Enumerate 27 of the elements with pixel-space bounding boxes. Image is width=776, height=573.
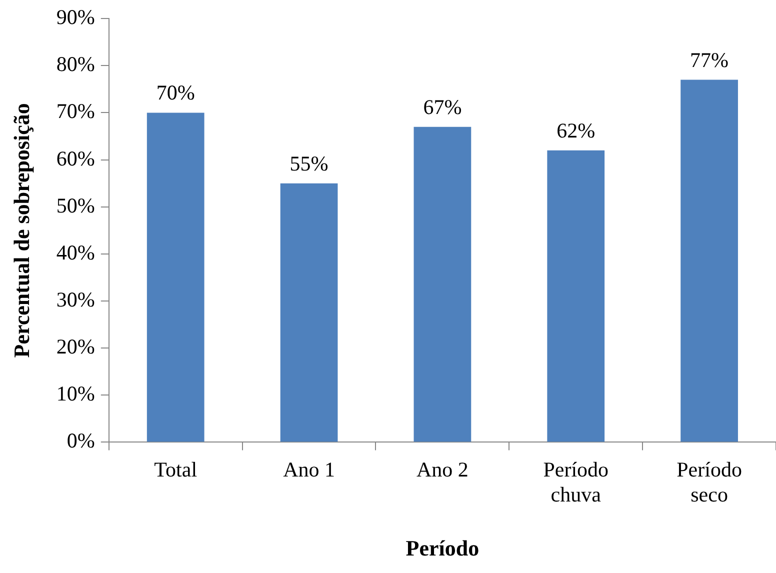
y-tick-label: 0% (66, 428, 95, 453)
bar (280, 183, 338, 442)
y-tick-label: 90% (56, 5, 95, 30)
y-tick-label: 30% (56, 288, 95, 312)
x-tick-label: Período seco (676, 457, 742, 507)
data-label: 62% (556, 118, 596, 142)
x-tick-label: Ano 2 (416, 457, 468, 482)
y-tick-label: 80% (56, 52, 95, 76)
y-tick-label: 20% (56, 334, 95, 359)
x-tick-label: Total (154, 457, 198, 482)
data-label: 55% (290, 151, 328, 176)
data-label: 67% (423, 94, 462, 119)
data-label: 77% (690, 48, 729, 72)
y-tick-label: 60% (56, 146, 95, 170)
y-tick-label: 70% (56, 99, 95, 124)
y-tick-label: 10% (56, 382, 95, 406)
data-label: 70% (156, 80, 195, 105)
y-tick-label: 50% (56, 193, 95, 218)
x-tick-label: Período chuva (543, 457, 609, 507)
bar (414, 126, 472, 442)
bar (680, 80, 738, 442)
x-axis-title: Período (406, 535, 480, 560)
y-axis-title: Percentual de sobreposição (8, 103, 34, 358)
bar (146, 112, 204, 442)
bar (547, 150, 605, 442)
y-tick-label: 40% (56, 240, 95, 264)
x-tick-label: Ano 1 (283, 457, 335, 482)
